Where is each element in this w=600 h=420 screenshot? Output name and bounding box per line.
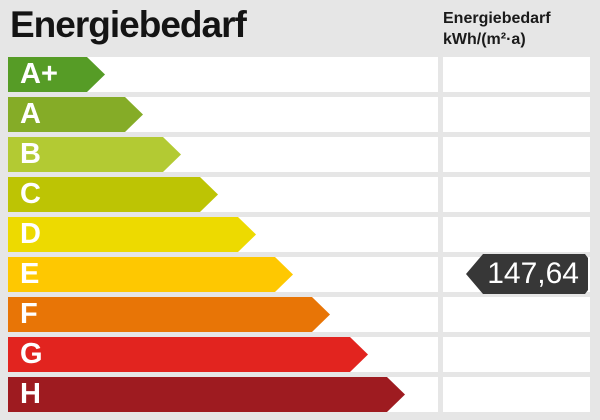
unit-header-line2: kWh/(m²·a): [443, 31, 526, 48]
grade-label: H: [20, 378, 41, 410]
value-cell: [443, 97, 590, 132]
unit-header: Energiebedarf kWh/(m²·a): [443, 8, 551, 50]
grade-label: A: [20, 98, 41, 130]
row-track: E: [8, 257, 438, 292]
value-cell: [443, 217, 590, 252]
grade-label: D: [20, 218, 41, 250]
scale-row-a: A: [0, 97, 600, 132]
scale-row-h: H: [0, 377, 600, 412]
value-cell: [443, 57, 590, 92]
grade-label: F: [20, 298, 38, 330]
value-cell: [443, 177, 590, 212]
scale-row-d: D: [0, 217, 600, 252]
value-cell: [443, 297, 590, 332]
grade-arrow-bar: A+: [8, 57, 105, 92]
value-marker-tag: 147,64: [466, 254, 588, 294]
grade-arrow-bar: A: [8, 97, 143, 132]
scale-row-a+: A+: [0, 57, 600, 92]
grade-label: C: [20, 178, 41, 210]
grade-arrow-bar: C: [8, 177, 218, 212]
scale-row-g: G: [0, 337, 600, 372]
grade-label: E: [20, 258, 40, 290]
value-cell: [443, 337, 590, 372]
unit-header-line1: Energiebedarf: [443, 10, 551, 27]
value-cell: [443, 137, 590, 172]
row-track: F: [8, 297, 438, 332]
value-cell: [443, 377, 590, 412]
grade-label: B: [20, 138, 41, 170]
value-cell: 147,64: [443, 257, 590, 292]
scale-row-c: C: [0, 177, 600, 212]
grade-label: A+: [20, 58, 58, 90]
grade-arrow-bar: F: [8, 297, 330, 332]
grade-arrow-bar: B: [8, 137, 181, 172]
row-track: B: [8, 137, 438, 172]
grade-label: G: [20, 338, 43, 370]
scale-row-b: B: [0, 137, 600, 172]
row-track: A: [8, 97, 438, 132]
scale-row-e: E 147,64: [0, 257, 600, 292]
grade-arrow-bar: E: [8, 257, 293, 292]
row-track: H: [8, 377, 438, 412]
grade-arrow-bar: D: [8, 217, 256, 252]
grade-arrow-bar: G: [8, 337, 368, 372]
row-track: D: [8, 217, 438, 252]
row-track: A+: [8, 57, 438, 92]
value-marker-label: 147,64: [487, 257, 579, 290]
row-track: G: [8, 337, 438, 372]
grade-arrow-bar: H: [8, 377, 405, 412]
scale-row-f: F: [0, 297, 600, 332]
row-track: C: [8, 177, 438, 212]
page-title: Energiebedarf: [10, 4, 247, 45]
